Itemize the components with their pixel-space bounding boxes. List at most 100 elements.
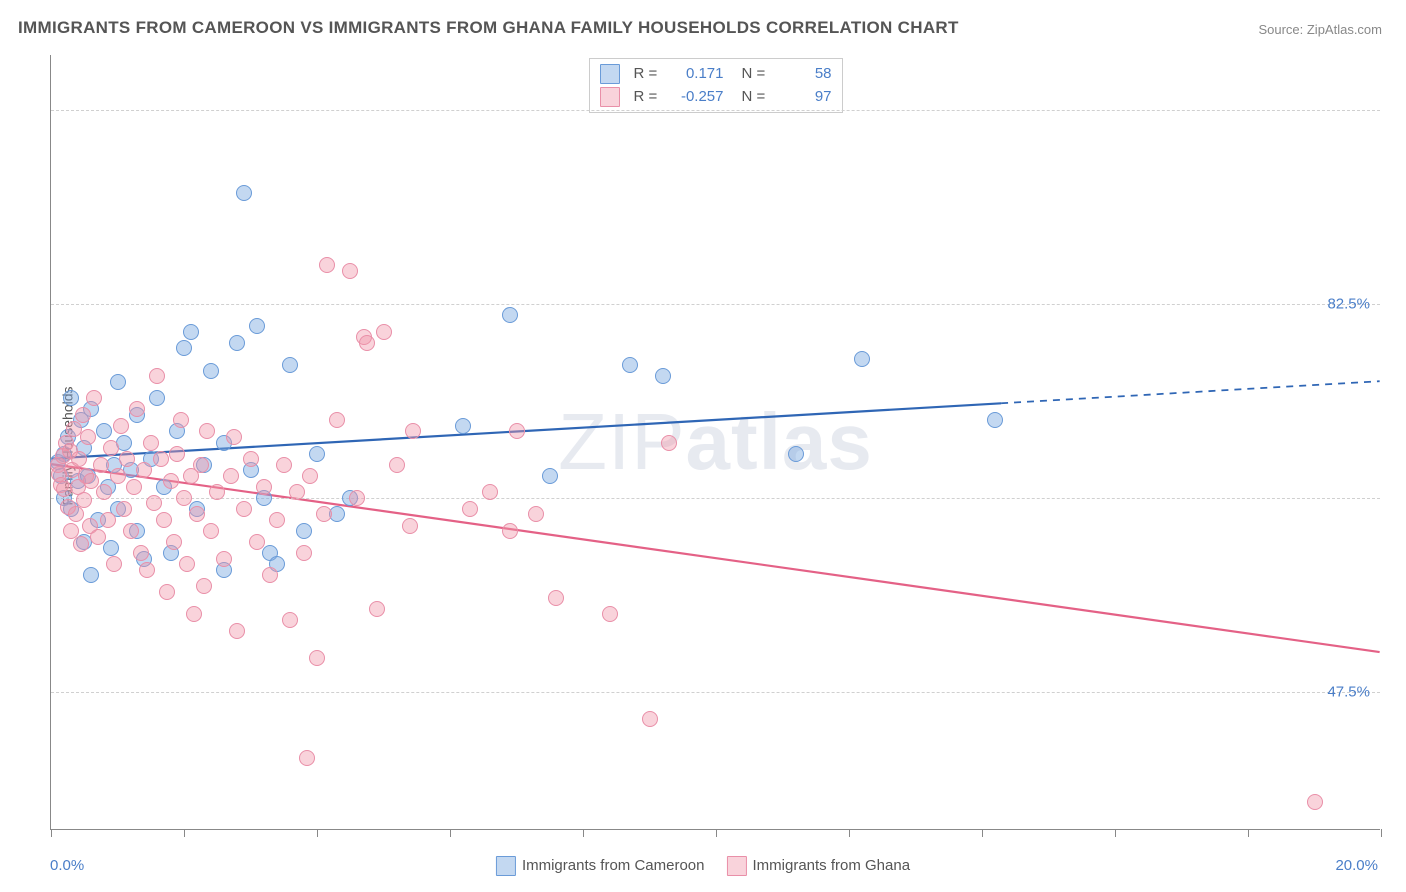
x-tick [1115, 829, 1116, 837]
ghana-r-value: -0.257 [672, 86, 724, 109]
ghana-point [149, 368, 165, 384]
scatter-plot: ZIPatlas R =0.171N =58R =-0.257N =97 47.… [50, 55, 1380, 830]
cameroon-point [183, 324, 199, 340]
ghana-point [216, 551, 232, 567]
x-tick [982, 829, 983, 837]
correlation-legend: R = 0.171 N = 58R =-0.257N =97 [589, 58, 843, 113]
cameroon-swatch [496, 856, 516, 876]
cameroon-point [103, 540, 119, 556]
x-tick [583, 829, 584, 837]
ghana-point [73, 536, 89, 552]
ghana-point [123, 523, 139, 539]
ghana-point [389, 457, 405, 473]
ghana-point [405, 423, 421, 439]
cameroon-point [296, 523, 312, 539]
cameroon-n-value: 58 [780, 63, 832, 86]
source-prefix: Source: [1258, 22, 1306, 37]
ghana-point [166, 534, 182, 550]
legend-item-ghana: Immigrants from Ghana [727, 856, 911, 876]
ghana-point [482, 484, 498, 500]
ghana-point [106, 556, 122, 572]
ghana-point [229, 623, 245, 639]
ghana-point [68, 506, 84, 522]
gridline [51, 498, 1380, 499]
ghana-point [76, 492, 92, 508]
x-tick [1381, 829, 1382, 837]
ghana-point [163, 473, 179, 489]
x-tick [317, 829, 318, 837]
ghana-point [80, 429, 96, 445]
chart-title: IMMIGRANTS FROM CAMEROON VS IMMIGRANTS F… [18, 18, 959, 38]
ghana-point [169, 446, 185, 462]
ghana-point [186, 606, 202, 622]
x-tick [1248, 829, 1249, 837]
cameroon-point [282, 357, 298, 373]
ghana-point [173, 412, 189, 428]
ghana-regression-line [51, 464, 1379, 652]
ghana-point [226, 429, 242, 445]
cameroon-point [229, 335, 245, 351]
ghana-point [329, 412, 345, 428]
cameroon-point [203, 363, 219, 379]
ghana-point [193, 457, 209, 473]
ghana-point [176, 490, 192, 506]
ghana-point [661, 435, 677, 451]
cameroon-point [309, 446, 325, 462]
cameroon-point [987, 412, 1003, 428]
source-label: Source: ZipAtlas.com [1258, 22, 1382, 37]
ghana-swatch [727, 856, 747, 876]
ghana-point [103, 440, 119, 456]
ghana-point [402, 518, 418, 534]
cameroon-point [622, 357, 638, 373]
ghana-point [243, 451, 259, 467]
ghana-point [376, 324, 392, 340]
ghana-point [93, 457, 109, 473]
cameroon-regression-line-dashed [1001, 381, 1380, 403]
y-tick-label: 47.5% [1327, 683, 1370, 700]
cameroon-r-value: 0.171 [672, 63, 724, 86]
gridline [51, 110, 1380, 111]
ghana-point [100, 512, 116, 528]
ghana-point [159, 584, 175, 600]
ghana-point [309, 650, 325, 666]
cameroon-point [176, 340, 192, 356]
x-tick [51, 829, 52, 837]
ghana-point [126, 479, 142, 495]
cameroon-point [249, 318, 265, 334]
legend-row-cameroon: R = 0.171 N = 58 [600, 63, 832, 86]
ghana-point [75, 407, 91, 423]
ghana-point [71, 451, 87, 467]
r-label: R = [634, 63, 664, 86]
ghana-point [1307, 794, 1323, 810]
ghana-point [156, 512, 172, 528]
cameroon-point [502, 307, 518, 323]
ghana-point [209, 484, 225, 500]
x-tick [716, 829, 717, 837]
ghana-point [462, 501, 478, 517]
source-link[interactable]: ZipAtlas.com [1307, 22, 1382, 37]
ghana-swatch [600, 87, 620, 107]
ghana-point [139, 562, 155, 578]
ghana-point [223, 468, 239, 484]
ghana-point [289, 484, 305, 500]
regression-lines [51, 55, 1380, 829]
x-tick-max: 20.0% [1335, 857, 1378, 874]
legend-row-ghana: R =-0.257N =97 [600, 86, 832, 109]
legend-item-cameroon: Immigrants from Cameroon [496, 856, 705, 876]
ghana-point [369, 601, 385, 617]
x-tick-min: 0.0% [50, 857, 84, 874]
ghana-point [146, 495, 162, 511]
series-legend: Immigrants from Cameroon Immigrants from … [496, 856, 910, 876]
ghana-point [342, 263, 358, 279]
ghana-point [179, 556, 195, 572]
ghana-point [256, 479, 272, 495]
cameroon-point [542, 468, 558, 484]
ghana-point [502, 523, 518, 539]
ghana-point [110, 468, 126, 484]
ghana-point [143, 435, 159, 451]
x-tick [849, 829, 850, 837]
ghana-point [319, 257, 335, 273]
ghana-point [296, 545, 312, 561]
ghana-point [299, 750, 315, 766]
n-label: N = [742, 63, 772, 86]
